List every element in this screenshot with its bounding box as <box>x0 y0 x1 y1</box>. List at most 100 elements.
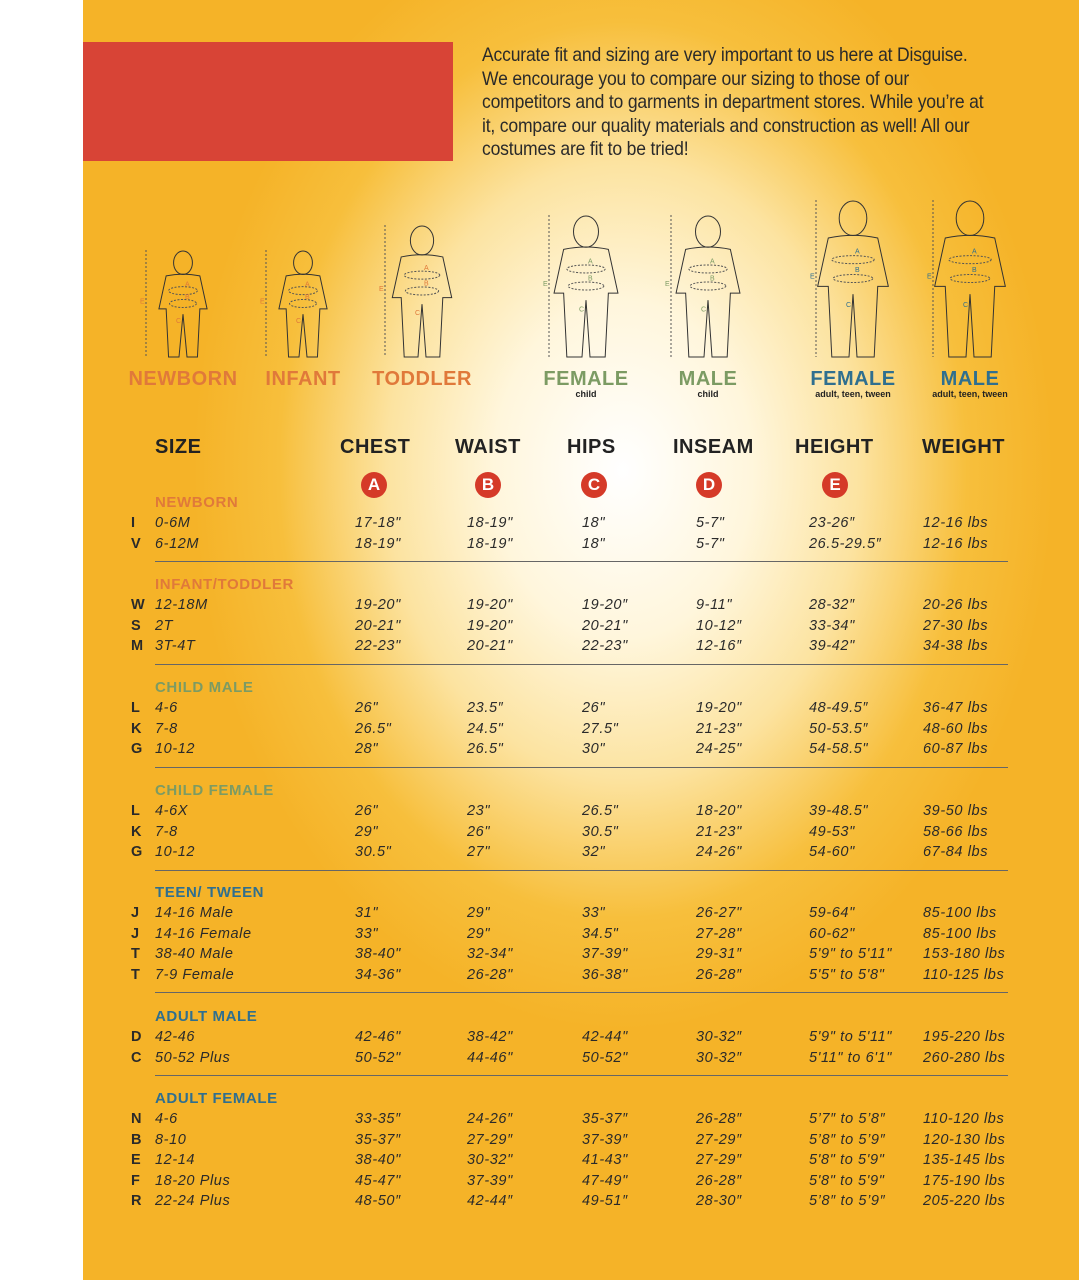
svg-text:C: C <box>176 318 181 325</box>
figure-label: TODDLER <box>372 368 472 390</box>
figure-newborn-icon: E A B C <box>140 250 208 358</box>
svg-text:B: B <box>588 275 593 282</box>
section-title: CHILD FEMALE <box>155 782 274 799</box>
cell-hips: 50-52" <box>582 1049 628 1066</box>
cell-inseam: 28-30″ <box>696 1193 742 1210</box>
cell-size: 7-9 Female <box>155 966 235 983</box>
cell-weight: 85-100 lbs <box>923 925 997 942</box>
cell-size-code: I <box>131 515 136 531</box>
cell-size-code: R <box>131 1193 143 1210</box>
cell-height: 54-60" <box>809 844 855 861</box>
cell-chest: 35-37″ <box>355 1131 401 1148</box>
cell-waist: 18-19" <box>467 515 513 531</box>
figure-sublabel: child <box>697 389 719 399</box>
svg-text:A: A <box>588 258 593 265</box>
figure-label: FEMALE <box>810 368 896 390</box>
table-row: T 38-40 Male 38-40" 32-34" 37-39" 29-31″ 5'9" … <box>0 946 1079 966</box>
section-title: TEEN/ TWEEN <box>155 884 265 901</box>
cell-inseam: 24-25" <box>696 741 742 758</box>
cell-inseam: 21-23" <box>696 720 742 737</box>
cell-inseam: 29-31″ <box>696 946 742 963</box>
cell-size: 0-6M <box>155 515 191 531</box>
svg-text:A: A <box>710 258 715 265</box>
cell-size: 4-6 <box>155 700 178 716</box>
cell-inseam: 26-28″ <box>696 966 742 983</box>
svg-text:E: E <box>140 299 145 306</box>
cell-size-code: S <box>131 617 142 634</box>
cell-waist: 27-29″ <box>467 1131 513 1148</box>
cell-height: 5'9" to 5'11" <box>809 1029 893 1045</box>
cell-inseam: 27-29″ <box>696 1131 742 1148</box>
cell-chest: 22-23" <box>355 638 401 655</box>
svg-text:B: B <box>424 281 429 288</box>
figure-sublabel: adult, teen, tween <box>815 389 891 399</box>
cell-chest: 29" <box>355 823 379 840</box>
cell-inseam: 26-28″ <box>696 1172 742 1189</box>
section-divider <box>155 869 1008 871</box>
cell-size: 4-6 <box>155 1111 178 1127</box>
cell-size-code: T <box>131 966 141 983</box>
svg-text:A: A <box>855 248 860 255</box>
cell-size: 10-12 <box>155 844 196 861</box>
cell-waist: 38-42" <box>467 1029 513 1045</box>
cell-chest: 18-19" <box>355 535 401 552</box>
measure-marker-b: B <box>475 472 501 498</box>
figure-label: INFANT <box>265 368 341 390</box>
cell-height: 5’7″ to 5’8″ <box>809 1111 886 1127</box>
cell-waist: 30-32" <box>467 1152 513 1169</box>
cell-size-code: L <box>131 700 141 716</box>
cell-chest: 48-50″ <box>355 1193 401 1210</box>
cell-chest: 33" <box>355 925 379 942</box>
cell-height: 5'8" to 5'9" <box>809 1152 885 1169</box>
intro-text: Accurate fit and sizing are very importa… <box>482 44 984 161</box>
cell-height: 5'9" to 5'11" <box>809 946 893 963</box>
cell-height: 50-53.5″ <box>809 720 869 737</box>
cell-size: 6-12M <box>155 535 200 552</box>
cell-hips: 42-44" <box>582 1029 628 1045</box>
cell-height: 5'8" to 5'9" <box>809 1172 885 1189</box>
figure-female-icon: E A B C <box>810 200 889 358</box>
figure-sublabel: adult, teen, tween <box>932 389 1008 399</box>
table-row: T 7-9 Female 34-36" 26-28" 36-38" 26-28″ 5'5" … <box>0 967 1079 987</box>
cell-hips: 18" <box>582 535 606 552</box>
cell-waist: 23.5″ <box>467 700 504 716</box>
cell-size-code: W <box>131 597 146 613</box>
cell-hips: 34.5" <box>582 925 619 942</box>
svg-text:B: B <box>185 294 190 301</box>
cell-waist: 26-28" <box>467 966 513 983</box>
cell-chest: 38-40" <box>355 946 401 963</box>
cell-height: 26.5-29.5″ <box>809 535 882 552</box>
svg-text:C: C <box>579 307 584 314</box>
cell-weight: 34-38 lbs <box>923 638 989 655</box>
cell-waist: 26" <box>467 823 491 840</box>
cell-hips: 26" <box>582 700 606 716</box>
table-row: D 42-46 42-46" 38-42" 42-44" 30-32″ 5'9" to 5'… <box>0 1029 1079 1049</box>
svg-text:C: C <box>415 310 420 317</box>
cell-weight: 20-26 lbs <box>923 597 989 613</box>
cell-inseam: 26-28″ <box>696 1111 742 1127</box>
measure-marker-e: E <box>822 472 848 498</box>
cell-height: 39-48.5" <box>809 803 869 819</box>
cell-height: 23-26″ <box>809 515 855 531</box>
cell-weight: 110-120 lbs <box>923 1111 1005 1127</box>
cell-weight: 135-145 lbs <box>923 1152 1006 1169</box>
cell-height: 49-53" <box>809 823 855 840</box>
cell-weight: 195-220 lbs <box>923 1029 1006 1045</box>
figure-sublabel: child <box>575 389 597 399</box>
table-row: G 10-12 30.5" 27" 32" 24-26" 54-60" 67-84 lbs <box>0 844 1079 864</box>
cell-hips: 47-49" <box>582 1172 628 1189</box>
cell-inseam: 21-23" <box>696 823 742 840</box>
cell-height: 39-42" <box>809 638 855 655</box>
table-row: W 12-18M 19-20" 19-20" 19-20″ 9-11" 28-32″ 20-2… <box>0 597 1079 617</box>
cell-hips: 27.5" <box>582 720 619 737</box>
cell-size: 42-46 <box>155 1029 196 1045</box>
svg-text:E: E <box>543 281 548 288</box>
column-header-hips: HIPS <box>567 436 616 458</box>
cell-hips: 18" <box>582 515 606 531</box>
cell-hips: 49-51″ <box>582 1193 628 1210</box>
cell-chest: 50-52" <box>355 1049 401 1066</box>
cell-weight: 67-84 lbs <box>923 844 989 861</box>
table-row: J 14-16 Female 33" 29" 34.5" 27-28" 60-62" 85-1… <box>0 926 1079 946</box>
cell-height: 5’8″ to 5’9″ <box>809 1131 886 1148</box>
cell-hips: 19-20″ <box>582 597 628 613</box>
